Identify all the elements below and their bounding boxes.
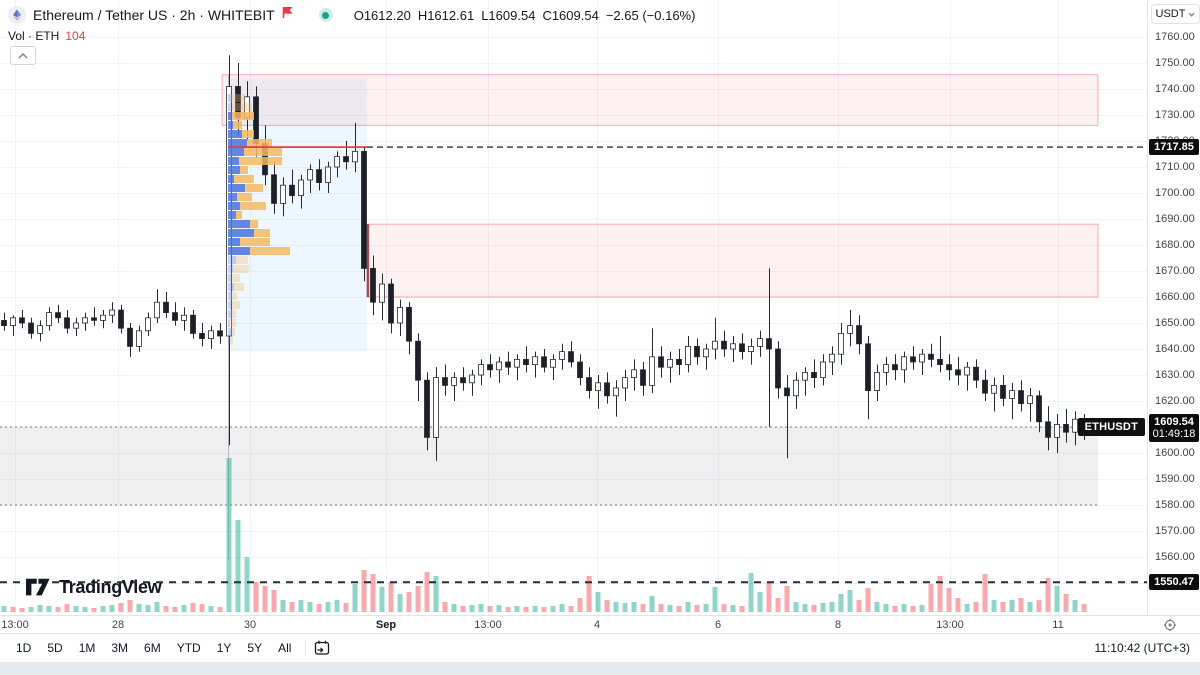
zone-supply-upper [221,74,1099,126]
price-tick: 1740.00 [1155,83,1195,95]
ohlc-change: −2.65 (−0.16%) [605,7,696,23]
go-to-date-button[interactable] [314,640,331,656]
price-tick: 1760.00 [1155,31,1195,43]
ohlc-high: H1612.61 [417,7,475,23]
time-label: 13:00 [474,619,502,631]
tradingview-logo-icon [26,578,50,596]
collapse-object-tree-button[interactable] [10,46,36,65]
price-tick: 1750.00 [1155,57,1195,69]
bottom-toolbar: 1D 5D 1M 3M 6M YTD 1Y 5Y All 11:10:42 (UTC+3) [0,633,1200,662]
symbol-price-badge: ETHUSDT [1077,418,1145,437]
price-tick: 1570.00 [1155,525,1195,537]
volume-profile [228,94,290,345]
time-label: Sep [375,619,397,631]
time-label: 13:00 [1,619,29,631]
price-tick: 1620.00 [1155,395,1195,407]
zone-session-range [228,78,367,352]
currency-label: USDT [1155,8,1186,20]
range-button-5d[interactable]: 5D [47,641,63,655]
price-tick: 1650.00 [1155,317,1195,329]
chart-pane[interactable]: Ethereum / Tether US · 2h · WHITEBIT O16… [0,0,1147,615]
chevron-down-icon [1189,12,1195,17]
time-label: 13:00 [936,619,964,631]
ohlc-open: O1612.20 [353,7,411,23]
price-tick: 1670.00 [1155,265,1195,277]
volume-legend-value: 104 [65,29,86,43]
currency-toggle-button[interactable]: USDT [1151,4,1200,24]
flag-icon[interactable] [282,6,294,24]
tradingview-logo-text: TradingView [59,577,162,597]
price-tick: 1580.00 [1155,499,1195,511]
price-tick: 1630.00 [1155,369,1195,381]
price-tick: 1680.00 [1155,239,1195,251]
toolbar-divider [305,640,307,656]
zone-demand-band [0,427,1098,505]
range-buttons: 1D 5D 1M 3M 6M YTD 1Y 5Y All [10,638,297,658]
price-tick: 1730.00 [1155,109,1195,121]
range-button-all[interactable]: All [278,641,292,655]
range-button-1m[interactable]: 1M [78,641,96,655]
time-axis[interactable]: 13:00 28 30 Sep 13:00 4 6 8 13:00 11 [0,615,1200,634]
price-tick: 1710.00 [1155,161,1195,173]
time-label: 8 [834,619,842,631]
range-button-5y[interactable]: 5Y [247,641,263,655]
range-button-ytd[interactable]: YTD [176,641,201,655]
price-tick: 1560.00 [1155,551,1195,563]
price-tick: 1600.00 [1155,447,1195,459]
price-axis[interactable]: USDT 1760.001750.001740.001730.001720.00… [1147,0,1200,615]
range-button-3m[interactable]: 3M [111,641,129,655]
scale-settings-gear-icon[interactable] [1163,618,1177,637]
price-marker-label: 1550.47 [1149,573,1199,590]
time-label: 28 [111,619,125,631]
volume-layer [1,458,1087,612]
clock-timezone-button[interactable]: 11:10:42 (UTC+3) [1094,641,1191,655]
price-tick: 1660.00 [1155,291,1195,303]
tradingview-logo[interactable]: TradingView [26,577,162,598]
window-edge-strip [0,662,1200,675]
time-label: 6 [714,619,722,631]
symbol-title[interactable]: Ethereum / Tether US · 2h · WHITEBIT [33,7,275,23]
time-label: 30 [243,619,257,631]
time-label: 11 [1052,619,1064,631]
range-button-6m[interactable]: 6M [144,641,161,655]
market-status-icon [318,8,333,22]
price-marker-label: 1609.54 01:49:18 [1149,414,1199,443]
price-tick: 1690.00 [1155,213,1195,225]
price-tick: 1640.00 [1155,343,1195,355]
ohlc-close: C1609.54 [542,7,599,23]
ohlc-low: L1609.54 [481,7,536,23]
price-tick: 1700.00 [1155,187,1195,199]
range-button-1d[interactable]: 1D [16,641,32,655]
price-tick: 1590.00 [1155,473,1195,485]
chart-canvas[interactable] [0,0,1147,615]
price-marker-label: 1717.85 [1149,138,1199,155]
legend: Ethereum / Tether US · 2h · WHITEBIT O16… [8,6,695,43]
ohlc-values: O1612.20 H1612.61 L1609.54 C1609.54 −2.6… [354,8,696,23]
zone-supply-lower [366,223,1099,298]
ethereum-logo-icon [8,6,26,24]
time-label: 4 [593,619,601,631]
range-button-1y[interactable]: 1Y [216,641,232,655]
volume-legend-label[interactable]: Vol · ETH [8,29,60,43]
